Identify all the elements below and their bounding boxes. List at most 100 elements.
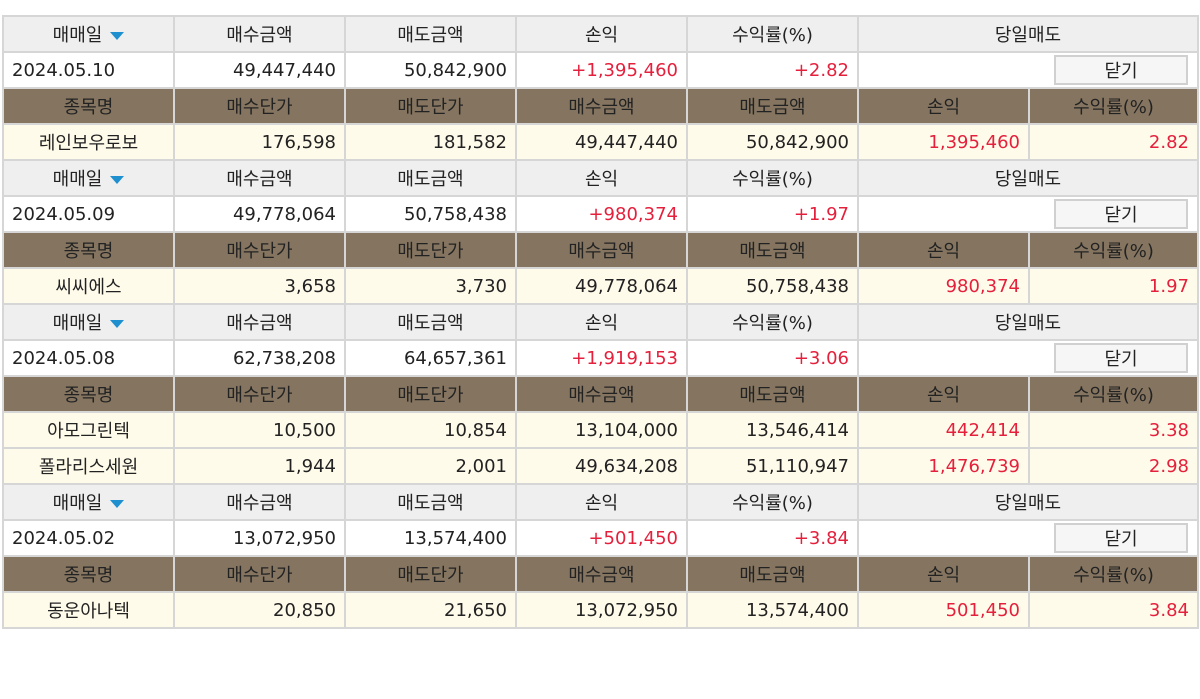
- summary-row: 2024.05.08 62,738,208 64,657,361 +1,919,153…: [2, 339, 1199, 377]
- subheader-profit: 손익: [857, 555, 1030, 593]
- return-rate: 3.38: [1028, 411, 1199, 449]
- return-rate: +2.82: [686, 51, 859, 89]
- header-label: 매도금액: [397, 25, 464, 46]
- header-sell-amount: 매도금액: [344, 303, 517, 341]
- sort-desc-icon[interactable]: [110, 500, 125, 508]
- header-label: 매도금액: [397, 493, 464, 514]
- subheader-sell-price: 매도단가: [344, 231, 517, 269]
- sort-desc-icon[interactable]: [110, 320, 125, 328]
- header-trade-date[interactable]: 매매일: [2, 159, 175, 197]
- return-rate: 2.82: [1028, 123, 1199, 161]
- same-day-sell-cell: 닫기: [857, 51, 1199, 89]
- header-label: 매매일: [52, 25, 103, 46]
- subheader-stock-name: 종목명: [2, 555, 175, 593]
- subheader-return-rate: 수익률(%): [1028, 87, 1199, 125]
- header-label: 매수금액: [226, 25, 293, 46]
- header-sell-amount: 매도금액: [344, 159, 517, 197]
- header-trade-date[interactable]: 매매일: [2, 303, 175, 341]
- sell-amount: 50,842,900: [686, 123, 859, 161]
- close-button[interactable]: 닫기: [1054, 523, 1188, 553]
- return-rate: +3.84: [686, 519, 859, 557]
- subheader-sell-amount: 매도금액: [686, 555, 859, 593]
- subheader-profit: 손익: [857, 231, 1030, 269]
- buy-price: 20,850: [173, 591, 346, 629]
- profit: 501,450: [857, 591, 1030, 629]
- header-return-rate: 수익률(%): [686, 159, 859, 197]
- header-return-rate: 수익률(%): [686, 483, 859, 521]
- buy-price: 176,598: [173, 123, 346, 161]
- stock-header-row: 종목명 매수단가 매도단가 매수금액 매도금액 손익 수익률(%): [2, 375, 1199, 413]
- return-rate: 3.84: [1028, 591, 1199, 629]
- return-rate: +1.97: [686, 195, 859, 233]
- close-button[interactable]: 닫기: [1054, 343, 1188, 373]
- buy-amount: 49,778,064: [173, 195, 346, 233]
- stock-header-row: 종목명 매수단가 매도단가 매수금액 매도금액 손익 수익률(%): [2, 87, 1199, 125]
- sort-desc-icon[interactable]: [110, 32, 125, 40]
- sell-price: 10,854: [344, 411, 517, 449]
- subheader-buy-amount: 매수금액: [515, 375, 688, 413]
- header-label: 수익률(%): [732, 25, 813, 46]
- sell-price: 21,650: [344, 591, 517, 629]
- header-label: 수익률(%): [732, 313, 813, 334]
- subheader-profit: 손익: [857, 375, 1030, 413]
- subheader-return-rate: 수익률(%): [1028, 231, 1199, 269]
- return-rate: 2.98: [1028, 447, 1199, 485]
- daily-trade-table: 매매일 매수금액 매도금액 손익 수익률(%) 당일매도 2024.05.10 49,447,…: [2, 15, 1199, 629]
- summary-row: 2024.05.10 49,447,440 50,842,900 +1,395,460…: [2, 51, 1199, 89]
- stock-name: 레인보우로보: [2, 123, 175, 161]
- sell-amount: 50,758,438: [344, 195, 517, 233]
- sell-amount: 50,842,900: [344, 51, 517, 89]
- header-label: 매매일: [52, 169, 103, 190]
- profit: 1,395,460: [857, 123, 1030, 161]
- header-label: 수익률(%): [732, 169, 813, 190]
- header-trade-date[interactable]: 매매일: [2, 15, 175, 53]
- sell-amount: 13,574,400: [686, 591, 859, 629]
- header-return-rate: 수익률(%): [686, 303, 859, 341]
- sell-amount: 50,758,438: [686, 267, 859, 305]
- subheader-sell-amount: 매도금액: [686, 375, 859, 413]
- header-trade-date[interactable]: 매매일: [2, 483, 175, 521]
- subheader-stock-name: 종목명: [2, 375, 175, 413]
- subheader-sell-price: 매도단가: [344, 87, 517, 125]
- header-profit: 손익: [515, 303, 688, 341]
- subheader-return-rate: 수익률(%): [1028, 375, 1199, 413]
- header-same-day-sell: 당일매도: [857, 303, 1199, 341]
- close-button[interactable]: 닫기: [1054, 55, 1188, 85]
- close-button[interactable]: 닫기: [1054, 199, 1188, 229]
- trade-date: 2024.05.02: [2, 519, 175, 557]
- header-same-day-sell: 당일매도: [857, 483, 1199, 521]
- buy-amount: 62,738,208: [173, 339, 346, 377]
- header-label: 당일매도: [994, 313, 1062, 334]
- subheader-stock-name: 종목명: [2, 231, 175, 269]
- header-same-day-sell: 당일매도: [857, 159, 1199, 197]
- subheader-sell-amount: 매도금액: [686, 231, 859, 269]
- buy-amount: 13,072,950: [515, 591, 688, 629]
- profit: 442,414: [857, 411, 1030, 449]
- header-label: 수익률(%): [732, 493, 813, 514]
- subheader-buy-price: 매수단가: [173, 375, 346, 413]
- header-label: 매도금액: [397, 313, 464, 334]
- stock-header-row: 종목명 매수단가 매도단가 매수금액 매도금액 손익 수익률(%): [2, 555, 1199, 593]
- buy-amount: 13,104,000: [515, 411, 688, 449]
- buy-amount: 49,447,440: [173, 51, 346, 89]
- header-label: 손익: [584, 25, 619, 46]
- buy-price: 1,944: [173, 447, 346, 485]
- header-buy-amount: 매수금액: [173, 15, 346, 53]
- group-header-row: 매매일 매수금액 매도금액 손익 수익률(%) 당일매도: [2, 483, 1199, 521]
- subheader-sell-price: 매도단가: [344, 375, 517, 413]
- stock-row: 동운아나텍 20,850 21,650 13,072,950 13,574,400 501…: [2, 591, 1199, 629]
- trade-date: 2024.05.09: [2, 195, 175, 233]
- stock-name: 아모그린텍: [2, 411, 175, 449]
- header-label: 매매일: [52, 313, 103, 334]
- subheader-buy-price: 매수단가: [173, 231, 346, 269]
- stock-row: 씨씨에스 3,658 3,730 49,778,064 50,758,438 980,37…: [2, 267, 1199, 305]
- header-label: 매수금액: [226, 313, 293, 334]
- header-label: 손익: [584, 493, 619, 514]
- sell-amount: 51,110,947: [686, 447, 859, 485]
- return-rate: +3.06: [686, 339, 859, 377]
- same-day-sell-cell: 닫기: [857, 195, 1199, 233]
- stock-row: 폴라리스세원 1,944 2,001 49,634,208 51,110,947 1,47…: [2, 447, 1199, 485]
- header-profit: 손익: [515, 15, 688, 53]
- header-label: 매도금액: [397, 169, 464, 190]
- sort-desc-icon[interactable]: [110, 176, 125, 184]
